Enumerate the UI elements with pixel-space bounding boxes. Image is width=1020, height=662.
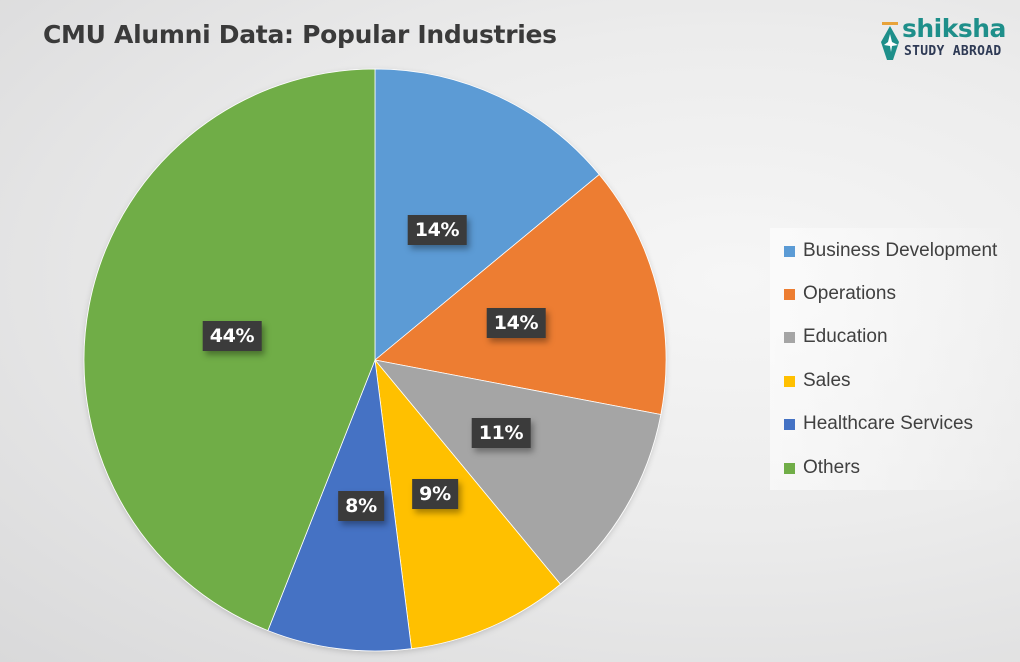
legend-item-business-development: Business Development [784, 240, 997, 262]
chart-legend: Business Development Operations Educatio… [770, 228, 1020, 490]
legend-item-sales: Sales [784, 370, 851, 392]
legend-item-operations: Operations [784, 283, 896, 305]
legend-label: Business Development [803, 240, 998, 261]
legend-label: Operations [803, 283, 896, 304]
shiksha-logo: shiksha STUDY ABROAD [876, 14, 1020, 66]
legend-swatch-icon [784, 288, 795, 300]
data-label-others: 44% [202, 321, 262, 351]
chart-title: CMU Alumni Data: Popular Industries [43, 20, 557, 49]
legend-label: Sales [803, 370, 851, 391]
legend-item-education: Education [784, 326, 888, 348]
legend-swatch-icon [784, 375, 795, 387]
pie-slice-operations [374, 173, 667, 415]
legend-item-healthcare-services: Healthcare Services [784, 413, 973, 435]
pie-slice-education [373, 359, 662, 585]
pie-slice-sales [374, 358, 562, 650]
data-label-education: 11% [471, 418, 531, 448]
legend-swatch-icon [784, 331, 795, 343]
logo-subtitle: STUDY ABROAD [904, 44, 1002, 59]
data-label-healthcare-services: 8% [338, 491, 384, 521]
logo-brand-text: shiksha [902, 14, 1006, 43]
data-label-sales: 9% [412, 479, 458, 509]
legend-label: Others [803, 457, 861, 478]
legend-swatch-icon [784, 462, 795, 474]
pen-nib-plane-icon [881, 22, 899, 60]
legend-swatch-icon [784, 245, 795, 257]
legend-swatch-icon [784, 418, 795, 430]
legend-label: Education [803, 326, 888, 347]
legend-item-others: Others [784, 457, 860, 479]
data-label-operations: 14% [486, 308, 546, 338]
pie-slice-business-development [374, 68, 600, 361]
legend-label: Healthcare Services [803, 413, 974, 434]
data-label-business-development: 14% [407, 215, 467, 245]
